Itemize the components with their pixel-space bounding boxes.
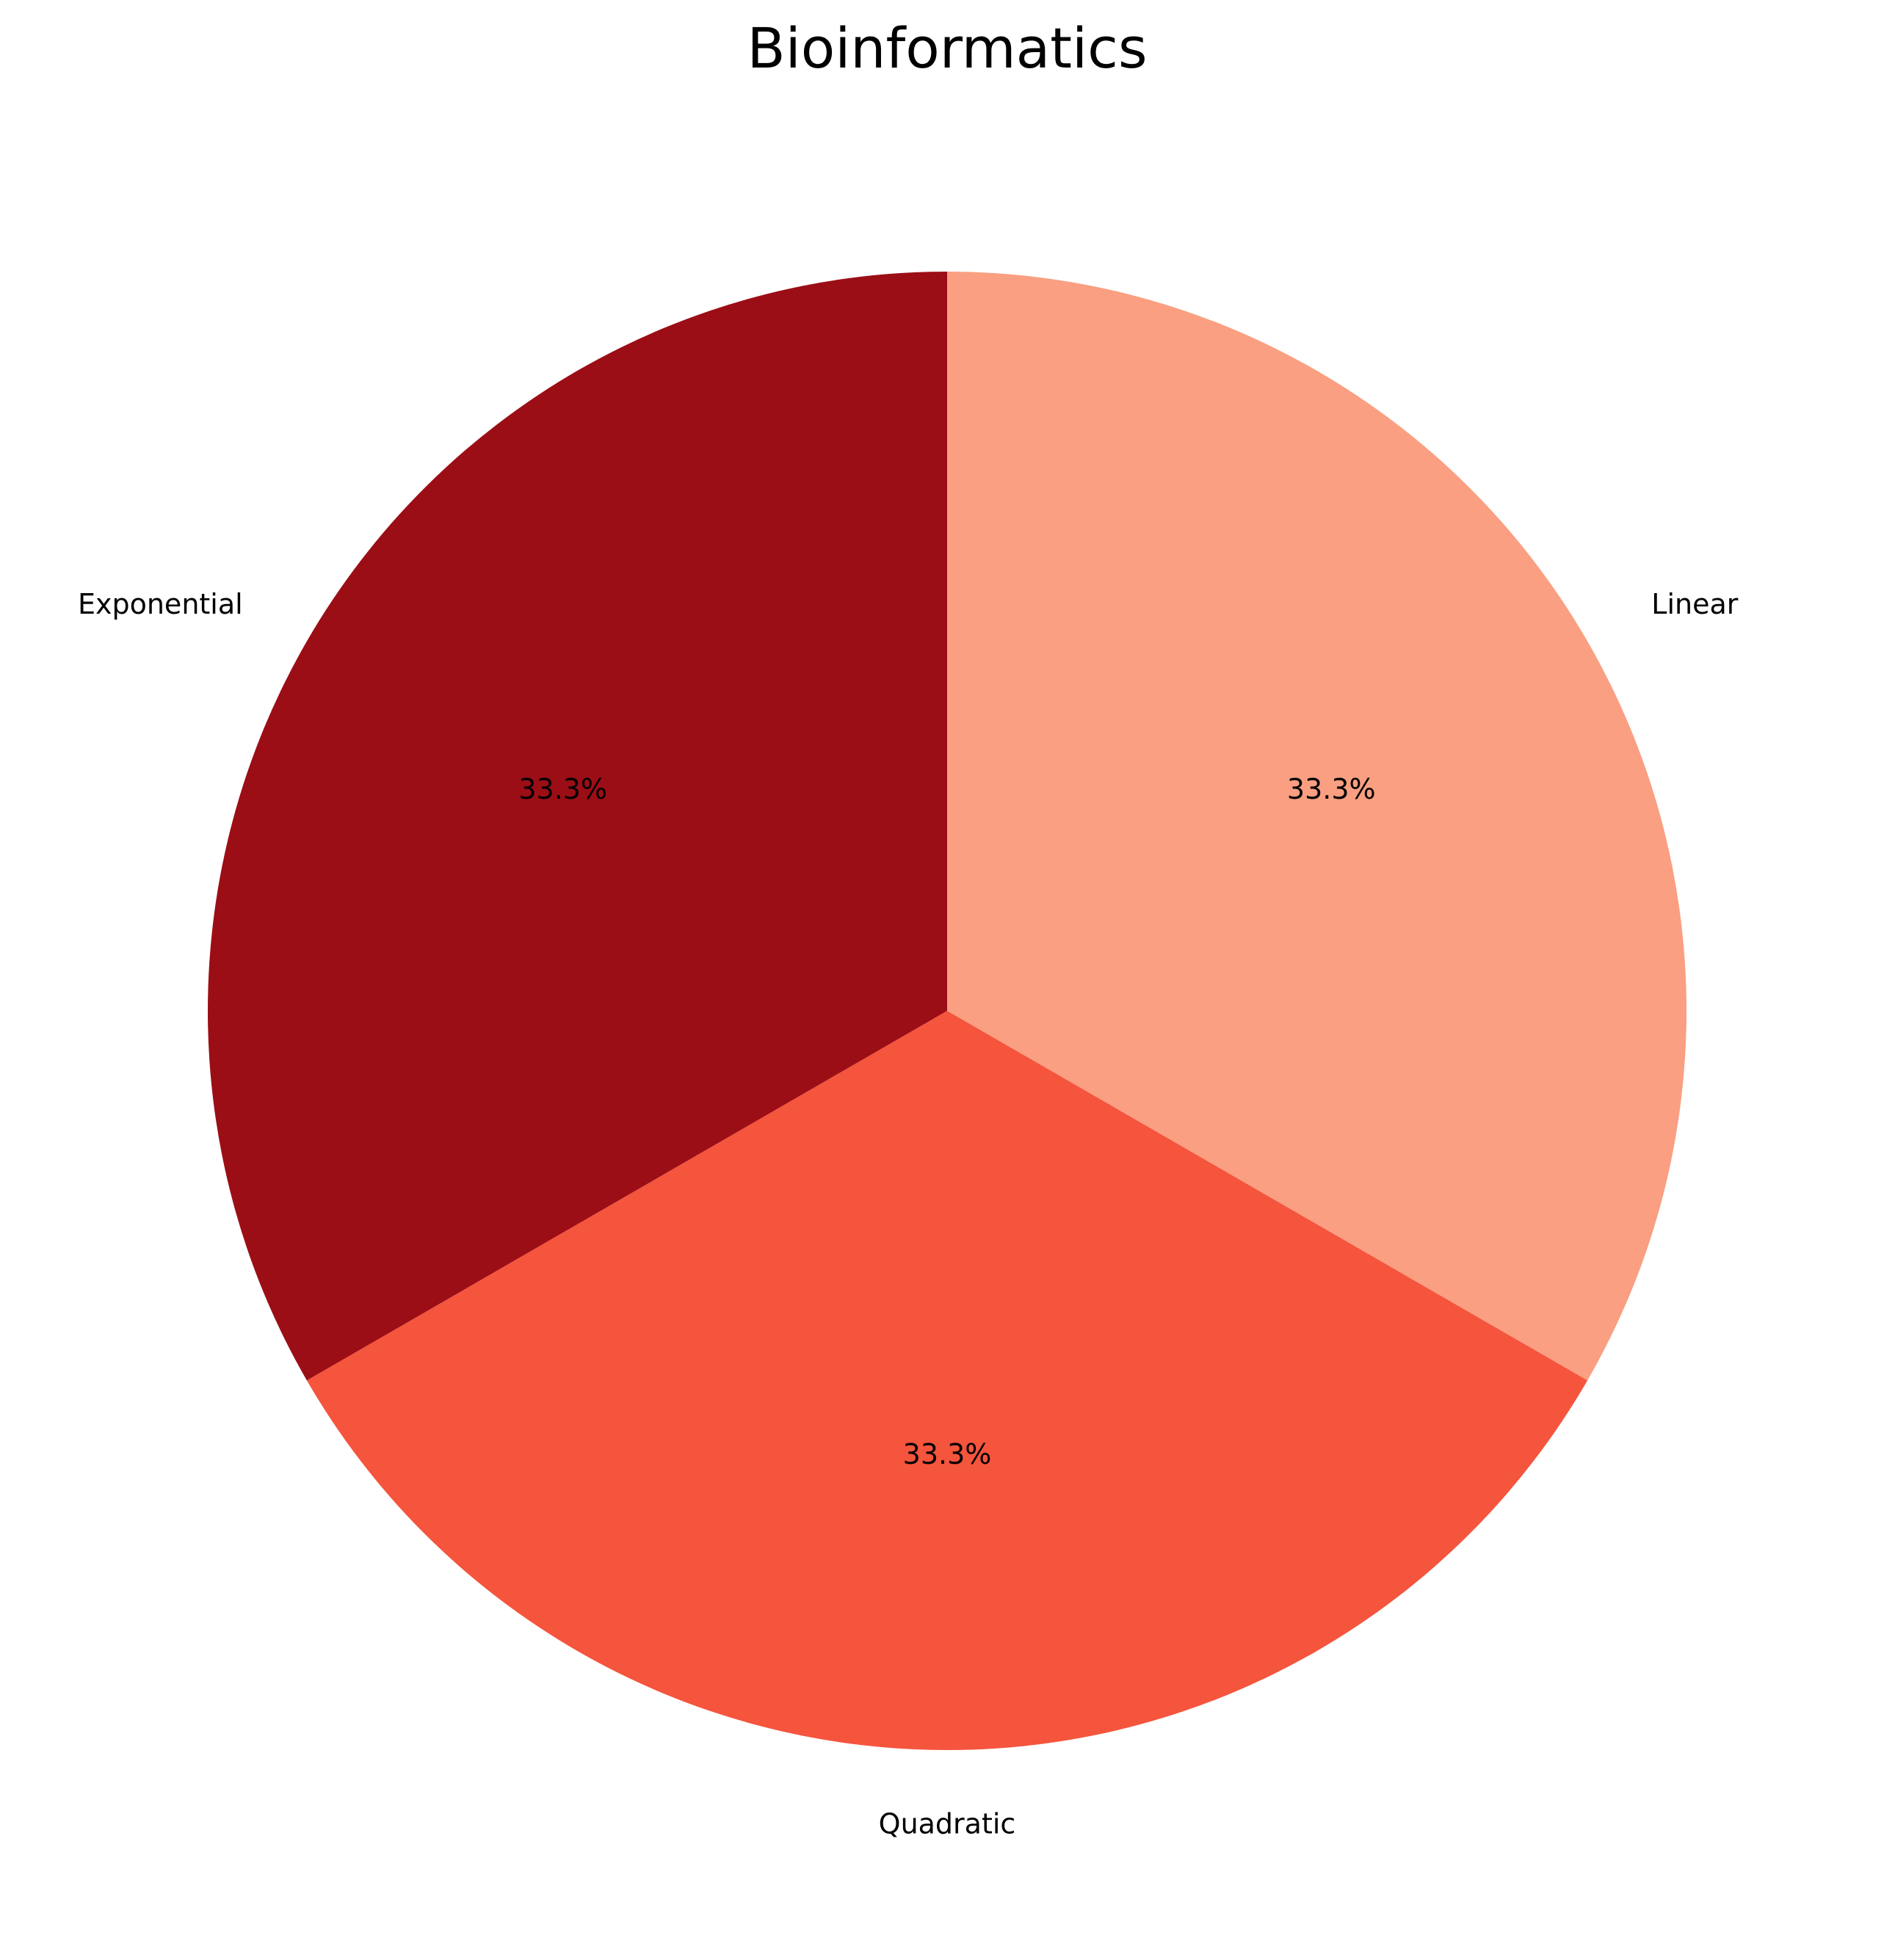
pie-slices	[208, 272, 1686, 1750]
pie-slice-linear	[947, 272, 1686, 1381]
slice-percent-exponential: 33.3%	[518, 773, 607, 805]
slice-label-linear: Linear	[1651, 588, 1738, 620]
pie-labels: Linear 33.3% Quadratic 33.3% Exponential 33.3…	[78, 588, 1739, 1840]
chart-title: Bioinformatics	[747, 15, 1147, 81]
slice-percent-quadratic: 33.3%	[903, 1438, 992, 1470]
slice-percent-linear: 33.3%	[1287, 773, 1376, 805]
pie-slice-quadratic	[306, 1011, 1588, 1750]
pie-slice-exponential	[208, 272, 947, 1381]
slice-label-quadratic: Quadratic	[879, 1808, 1016, 1840]
slice-label-exponential: Exponential	[78, 588, 243, 620]
